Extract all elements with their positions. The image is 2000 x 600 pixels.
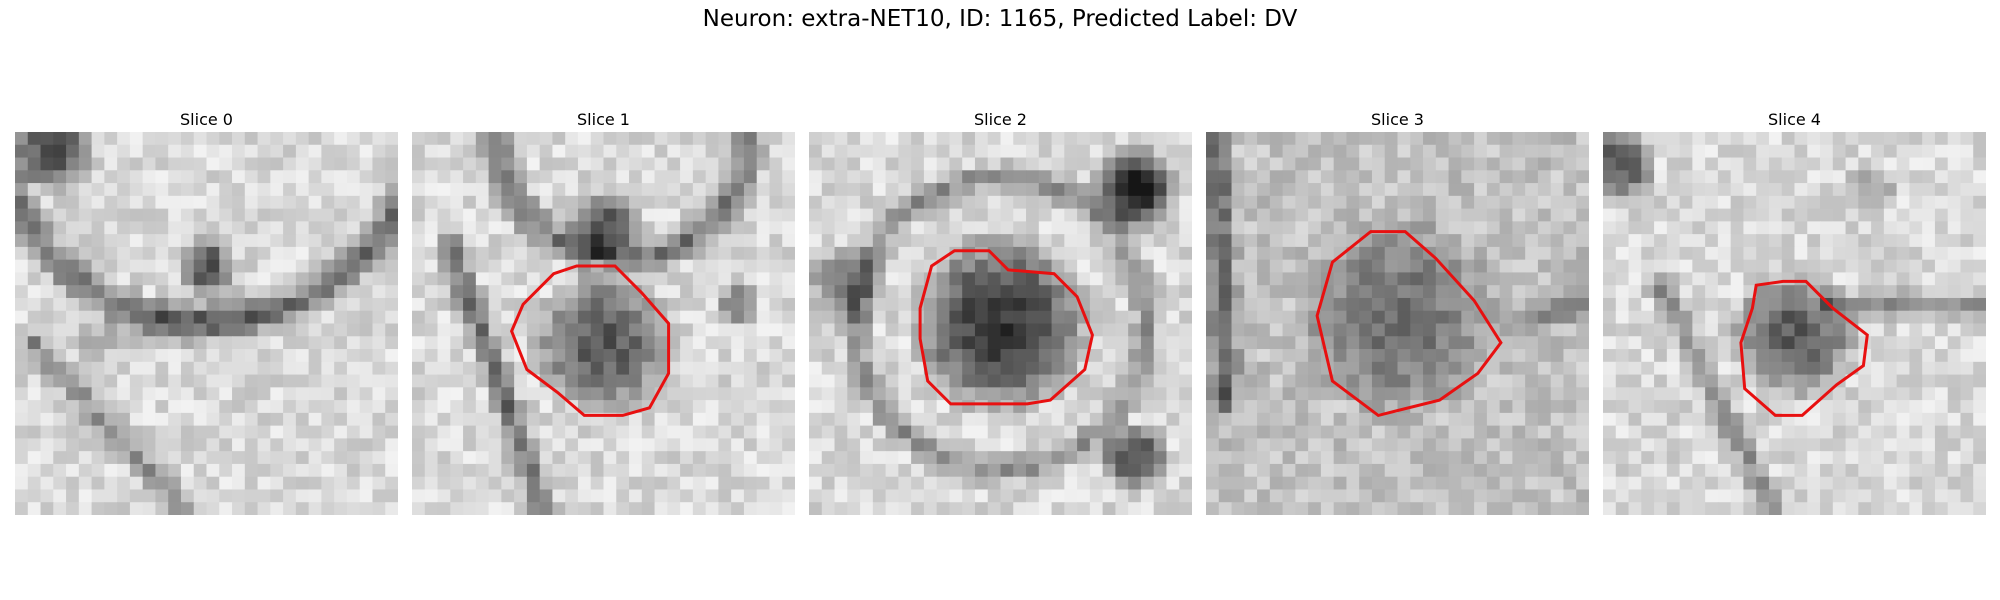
slice-panel-3: Slice 3 [1206, 108, 1589, 515]
slice-title: Slice 1 [577, 110, 630, 129]
slice-image-3 [1206, 132, 1589, 515]
slice-title: Slice 2 [974, 110, 1027, 129]
slice-panel-0: Slice 0 [15, 108, 398, 515]
pixel-grid [1206, 132, 1589, 515]
slice-title: Slice 3 [1371, 110, 1424, 129]
slice-panel-4: Slice 4 [1603, 108, 1986, 515]
slice-title: Slice 0 [180, 110, 233, 129]
slice-panel-1: Slice 1 [412, 108, 795, 515]
slice-panel-2: Slice 2 [809, 108, 1192, 515]
pixel-grid [1603, 132, 1986, 515]
roi-contour [1315, 230, 1503, 418]
slice-image-0 [15, 132, 398, 515]
slice-image-2 [809, 132, 1192, 515]
slice-image-1 [412, 132, 795, 515]
figure-title: Neuron: extra-NET10, ID: 1165, Predicted… [702, 6, 1298, 32]
slice-image-4 [1603, 132, 1986, 515]
roi-contour [509, 264, 671, 417]
roi-contour [1739, 279, 1869, 417]
slice-title: Slice 4 [1768, 110, 1821, 129]
pixel-grid [412, 132, 795, 515]
roi-contour [918, 249, 1094, 406]
pixel-grid [15, 132, 398, 515]
pixel-grid [809, 132, 1192, 515]
